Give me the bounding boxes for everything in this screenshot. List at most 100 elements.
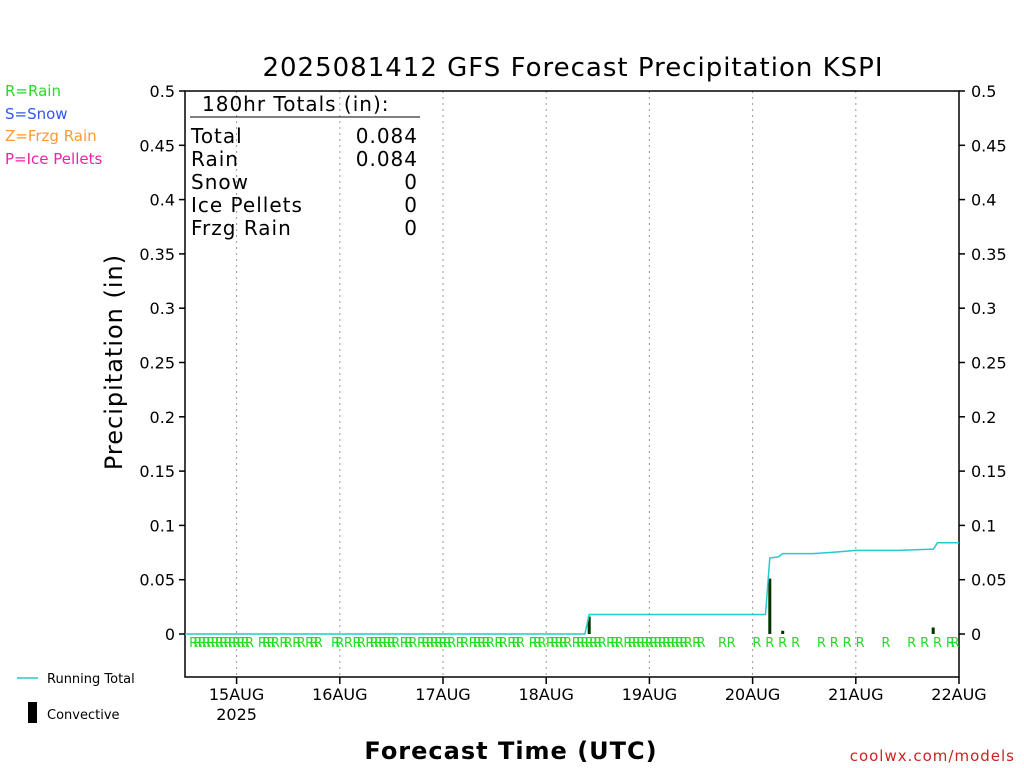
totals-value-total: 0.084 xyxy=(356,124,418,148)
x-tick-label-19aug: 19AUG xyxy=(622,685,677,704)
ptype-letter-rain: R xyxy=(537,636,546,651)
ptype-letter-rain: R xyxy=(623,636,632,651)
convective-bar xyxy=(768,578,772,634)
y-tick-right-label: 0.1 xyxy=(971,516,996,535)
y-tick-right-label: 0.45 xyxy=(971,136,1007,155)
ptype-letter-rain: R xyxy=(387,636,396,651)
ptype-letter-rain: R xyxy=(219,636,228,651)
ptype-letter-rain: R xyxy=(499,636,508,651)
totals-label-ice-pellets: Ice Pellets xyxy=(191,193,303,217)
ptype-letter-rain: R xyxy=(550,636,559,651)
ptype-letter-rain: R xyxy=(211,636,220,651)
ptype-letter-rain: R xyxy=(765,636,774,651)
ptype-letter-rain: R xyxy=(830,636,839,651)
ptype-key-ice-pellets: P=Ice Pellets xyxy=(5,150,102,168)
y-tick-right-label: 0.2 xyxy=(971,408,996,427)
ptype-letter-rain: R xyxy=(563,636,572,651)
y-tick-left-label: 0.35 xyxy=(139,245,175,264)
y-tick-left-label: 0.15 xyxy=(139,462,175,481)
y-tick-left-label: 0.4 xyxy=(150,191,175,210)
totals-value-ice-pellets: 0 xyxy=(404,193,418,217)
plot-frame xyxy=(184,90,960,678)
ptype-letter-rain: R xyxy=(335,636,344,651)
ptype-letter-rain: R xyxy=(189,636,198,651)
ptype-letter-rain: R xyxy=(658,636,667,651)
ptype-letter-rain: R xyxy=(426,636,435,651)
convective-bars xyxy=(587,578,935,634)
convective-bar xyxy=(587,616,591,634)
y-ticks-left: 0 0.05 0.1 0.15 0.2 0.25 0.3 0.35 0.4 0.45 0.5 xyxy=(139,82,185,644)
x-axis-label: Forecast Time (UTC) xyxy=(364,737,657,765)
totals-label-total: Total xyxy=(190,124,243,148)
y-tick-left-label: 0.1 xyxy=(150,516,175,535)
ptype-letter-rain: R xyxy=(778,636,787,651)
ptype-letter-rain: R xyxy=(606,636,615,651)
ptype-letter-rain: R xyxy=(434,636,443,651)
totals-value-snow: 0 xyxy=(404,170,418,194)
ptype-letter-rain: R xyxy=(228,636,237,651)
ptype-letter-rain: R xyxy=(529,636,538,651)
y-tick-right-label: 0.3 xyxy=(971,299,996,318)
ptype-letter-rain: R xyxy=(950,636,959,651)
ptype-letter-rain: R xyxy=(881,636,890,651)
y-ticks-right: 0 0.05 0.1 0.15 0.2 0.25 0.3 0.35 0.4 0.45 0.5 xyxy=(959,82,1007,644)
ptype-letter-rain: R xyxy=(555,636,564,651)
ptype-letter-rain: R xyxy=(589,636,598,651)
y-tick-right-label: 0.35 xyxy=(971,245,1007,264)
convective-bar xyxy=(781,630,785,634)
x-tick-sublabel-year: 2025 xyxy=(216,705,257,724)
y-tick-right-label: 0.5 xyxy=(971,82,996,101)
ptype-letter-rain: R xyxy=(580,636,589,651)
ptype-letter-rain: R xyxy=(215,636,224,651)
ptype-letter-rain: R xyxy=(576,636,585,651)
ptype-letter-rain: R xyxy=(494,636,503,651)
y-axis-label: Precipitation (in) xyxy=(100,254,128,470)
ptype-letter-rain: R xyxy=(241,636,250,651)
convective-swatch xyxy=(28,702,37,723)
ptype-letter-rain: R xyxy=(559,636,568,651)
ptype-letter-rain: R xyxy=(456,636,465,651)
x-tick-label-16aug: 16AUG xyxy=(312,685,367,704)
totals-header: 180hr Totals (in): xyxy=(202,92,390,116)
ptype-letter-rain: R xyxy=(309,636,318,651)
ptype-letter-rain: R xyxy=(933,636,942,651)
ptype-key-frzg-rain: Z=Frzg Rain xyxy=(5,127,97,145)
ptype-letter-rain: R xyxy=(206,636,215,651)
ptype-letter-rain: R xyxy=(383,636,392,651)
convective-bar xyxy=(931,627,935,634)
ptype-letter-rain: R xyxy=(843,636,852,651)
ptype-letter-rain: R xyxy=(473,636,482,651)
ptype-letter-rain: R xyxy=(245,636,254,651)
ptype-letter-rain: R xyxy=(262,636,271,651)
ptype-letter-rain: R xyxy=(417,636,426,651)
ptype-key-rain: R=Rain xyxy=(5,82,61,100)
ptype-letter-rain: R xyxy=(447,636,456,651)
totals-label-rain: Rain xyxy=(191,147,239,171)
ptype-letter-rain: R xyxy=(572,636,581,651)
ptype-letter-rain: R xyxy=(632,636,641,651)
ptype-letter-rain: R xyxy=(430,636,439,651)
ptype-letter-rain: R xyxy=(727,636,736,651)
ptype-letter-rain: R xyxy=(279,636,288,651)
watermark: coolwx.com/models xyxy=(850,747,1015,765)
ptype-letter-rain: R xyxy=(292,636,301,651)
ptype-letter-rain: R xyxy=(546,636,555,651)
ptype-letter-rain: R xyxy=(593,636,602,651)
y-tick-left-label: 0.3 xyxy=(150,299,175,318)
ptype-letter-rain: R xyxy=(649,636,658,651)
ptype-letter-rain: R xyxy=(946,636,955,651)
grid-lines xyxy=(236,91,857,677)
x-tick-label-22aug: 22AUG xyxy=(931,685,986,704)
ptype-letter-rain: R xyxy=(641,636,650,651)
ptype-letter-rain: R xyxy=(400,636,409,651)
convective-legend-label: Convective xyxy=(47,708,120,723)
y-tick-left-label: 0.05 xyxy=(139,571,175,590)
ptype-letter-rain: R xyxy=(443,636,452,651)
x-tick-label-17aug: 17AUG xyxy=(415,685,470,704)
ptype-letter-rain: R xyxy=(628,636,637,651)
ptype-letter-rain: R xyxy=(512,636,521,651)
ptype-letter-rain: R xyxy=(297,636,306,651)
ptype-letter-rain: R xyxy=(421,636,430,651)
